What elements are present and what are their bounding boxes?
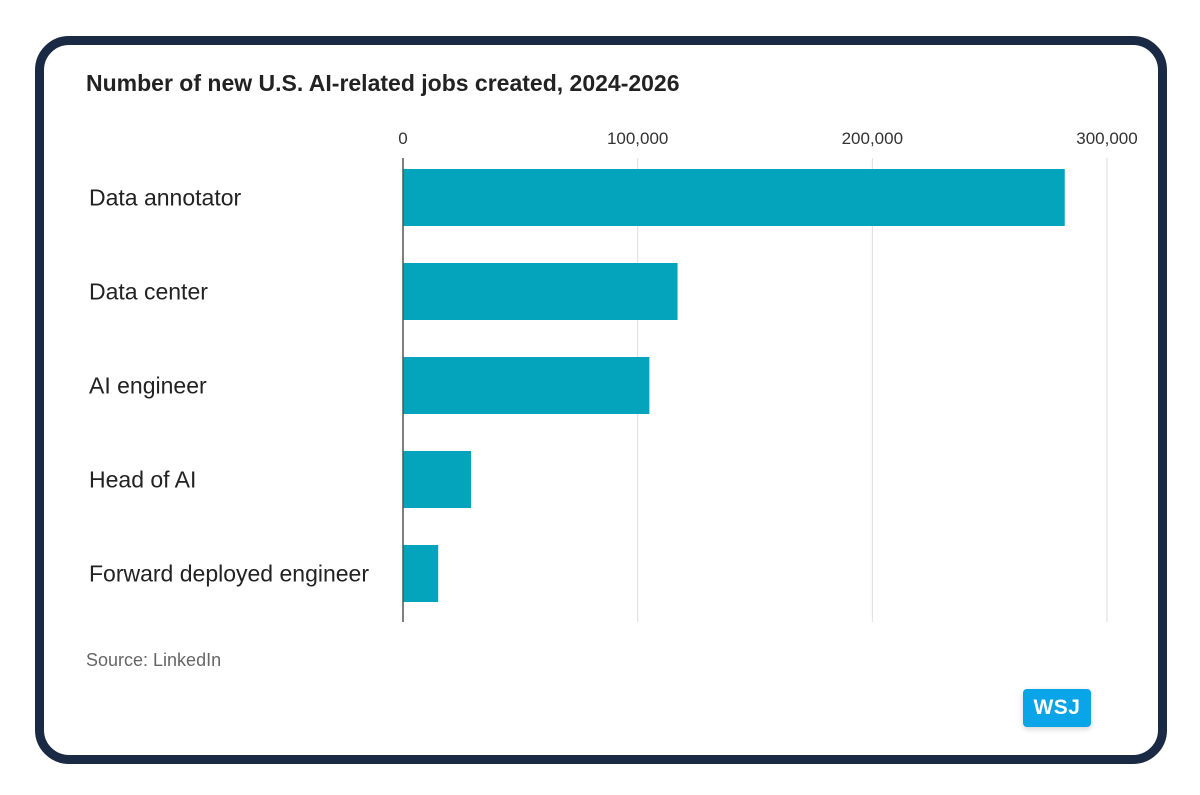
category-label: Forward deployed engineer xyxy=(89,561,369,587)
bar xyxy=(403,451,472,508)
category-label: AI engineer xyxy=(89,373,207,399)
bar xyxy=(403,357,650,414)
bar xyxy=(403,169,1065,226)
category-label: Data annotator xyxy=(89,185,242,211)
chart-title: Number of new U.S. AI-related jobs creat… xyxy=(86,70,680,96)
x-axis-ticks: 0 100,000 200,000 300,000 xyxy=(398,129,1137,148)
category-label: Head of AI xyxy=(89,467,196,493)
x-tick-label: 200,000 xyxy=(842,129,903,148)
bars xyxy=(403,169,1065,602)
category-label: Data center xyxy=(89,279,208,305)
category-labels: Data annotator Data center AI engineer Head… xyxy=(89,185,369,587)
gridlines xyxy=(637,158,1108,622)
wsj-logo: WSJ xyxy=(1023,689,1091,727)
bar xyxy=(403,545,439,602)
x-tick-label: 300,000 xyxy=(1076,129,1137,148)
x-tick-label: 0 xyxy=(398,129,407,148)
bar xyxy=(403,263,678,320)
x-tick-label: 100,000 xyxy=(607,129,668,148)
source-note: Source: LinkedIn xyxy=(86,650,222,670)
